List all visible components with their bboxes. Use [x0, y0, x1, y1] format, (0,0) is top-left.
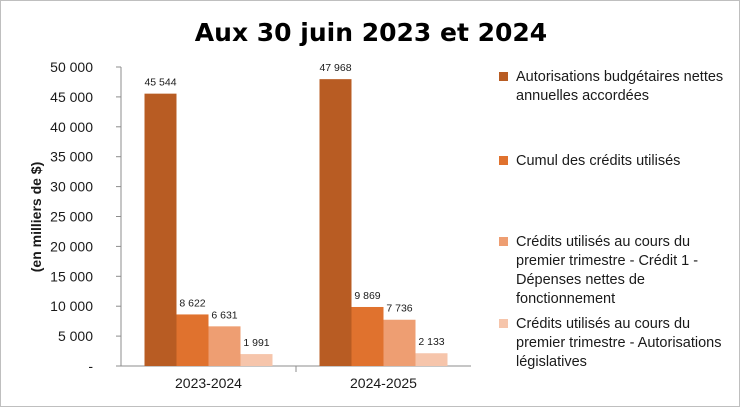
legend-swatch: [499, 156, 508, 165]
legend-label: Autorisations budgétaires nettes: [516, 69, 723, 85]
axes: - 5 000 10 000 15 000 20 000 25 000 30 000 35 0…: [50, 59, 471, 391]
legend: Autorisations budgétaires nettes annuelle…: [499, 69, 723, 370]
data-label: 7 736: [386, 303, 412, 315]
y-tick-label: 45 000: [50, 89, 93, 105]
legend-label: annuelles accordées: [516, 88, 649, 104]
y-tick-label: 5 000: [58, 328, 93, 344]
legend-label: législatives: [516, 354, 587, 370]
bar: [208, 326, 241, 366]
legend-swatch: [499, 72, 508, 81]
data-label: 8 622: [179, 297, 205, 309]
legend-label: fonctionnement: [516, 291, 615, 307]
legend-label: Crédits utilisés au cours du: [516, 316, 690, 332]
legend-label: Crédits utilisés au cours du: [516, 234, 690, 250]
y-tick-label: 40 000: [50, 119, 93, 135]
bars: 45 544 8 622 6 631 1 991 47 968 9 869 7 736 2 1…: [144, 62, 448, 366]
bar: [415, 353, 448, 366]
y-tick-label: 20 000: [50, 238, 93, 254]
y-tick-label: 30 000: [50, 179, 93, 195]
data-label: 47 968: [319, 62, 351, 74]
legend-swatch: [499, 319, 508, 328]
legend-label: premier trimestre - Crédit 1 -: [516, 253, 698, 269]
legend-label: premier trimestre - Autorisations: [516, 335, 721, 351]
data-label: 45 544: [144, 77, 176, 89]
y-tick-label: 10 000: [50, 298, 93, 314]
chart-title: Aux 30 juin 2023 et 2024: [195, 18, 547, 47]
bar: [176, 314, 209, 366]
bar: [383, 319, 416, 366]
bar: [351, 306, 384, 366]
y-tick-label: -: [88, 358, 93, 374]
y-tick-label: 25 000: [50, 209, 93, 225]
bar: [240, 354, 273, 366]
y-axis-label: (en milliers de $): [28, 162, 44, 272]
legend-label: Cumul des crédits utilisés: [516, 153, 680, 169]
y-tick-label: 15 000: [50, 268, 93, 284]
data-label: 9 869: [354, 290, 380, 302]
data-label: 2 133: [418, 336, 444, 348]
bar: [319, 79, 352, 366]
x-tick-label: 2024-2025: [350, 375, 417, 391]
legend-swatch: [499, 237, 508, 246]
y-tick-label: 35 000: [50, 149, 93, 165]
x-tick-label: 2023-2024: [175, 375, 242, 391]
bar: [144, 93, 177, 366]
legend-label: Dépenses nettes de: [516, 272, 645, 288]
data-label: 6 631: [211, 309, 237, 321]
data-label: 1 991: [243, 337, 269, 349]
y-tick-label: 50 000: [50, 59, 93, 75]
